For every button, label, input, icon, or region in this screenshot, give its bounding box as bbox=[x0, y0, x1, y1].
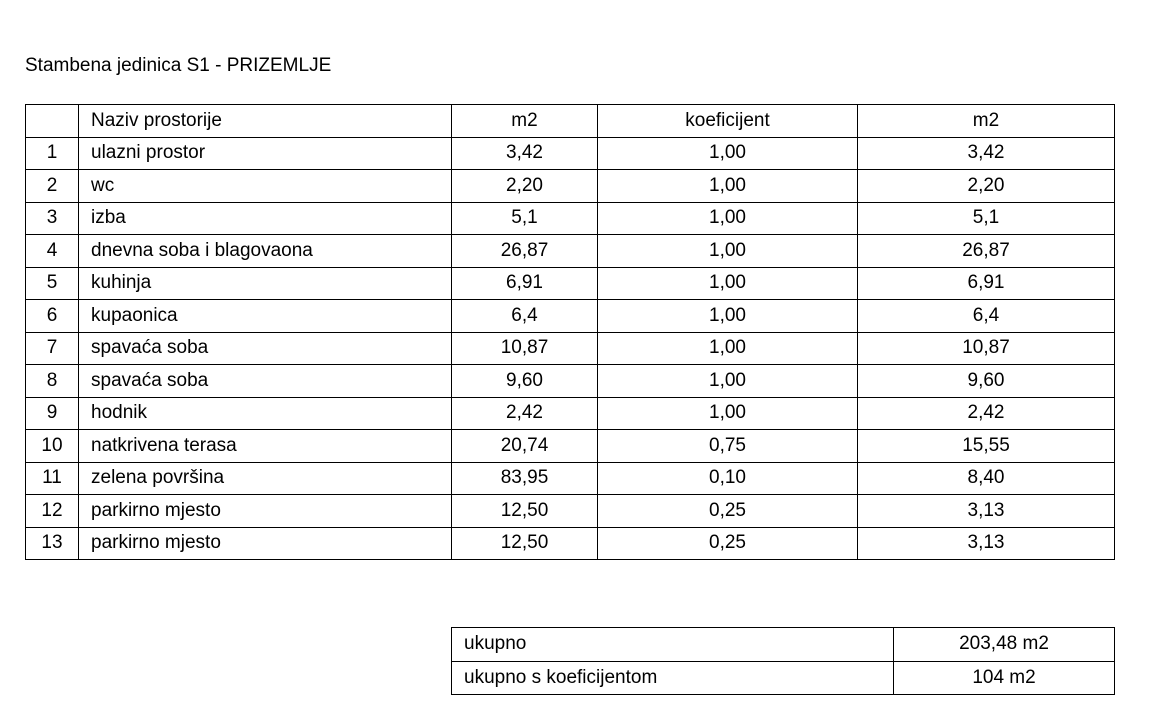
cell-weighted-area: 3,42 bbox=[857, 136, 1115, 170]
cell-coefficient: 0,25 bbox=[597, 494, 858, 528]
cell-coefficient: 1,00 bbox=[597, 396, 858, 430]
cell-area: 6,91 bbox=[451, 266, 598, 300]
cell-weighted-area: 6,91 bbox=[857, 266, 1115, 300]
cell-area: 12,50 bbox=[451, 494, 598, 528]
cell-weighted-area: 10,87 bbox=[857, 331, 1115, 365]
cell-room-name: wc bbox=[78, 169, 452, 203]
cell-area: 3,42 bbox=[451, 136, 598, 170]
cell-row-number: 13 bbox=[25, 526, 79, 560]
cell-room-name: izba bbox=[78, 201, 452, 235]
weighted-label: ukupno s koeficijentom bbox=[451, 660, 894, 695]
cell-row-number: 6 bbox=[25, 299, 79, 333]
cell-row-number: 12 bbox=[25, 494, 79, 528]
cell-room-name: ulazni prostor bbox=[78, 136, 452, 170]
cell-area: 12,50 bbox=[451, 526, 598, 560]
cell-weighted-area: 15,55 bbox=[857, 429, 1115, 463]
cell-coefficient: 1,00 bbox=[597, 299, 858, 333]
table-row: 9 hodnik 2,42 1,00 2,42 bbox=[25, 396, 1115, 430]
cell-weighted-area: 3,13 bbox=[857, 494, 1115, 528]
cell-area: 10,87 bbox=[451, 331, 598, 365]
cell-weighted-area: 6,4 bbox=[857, 299, 1115, 333]
table-row: 10 natkrivena terasa 20,74 0,75 15,55 bbox=[25, 429, 1115, 463]
total-value: 203,48 m2 bbox=[893, 627, 1115, 662]
cell-row-number: 8 bbox=[25, 364, 79, 398]
header-room-name: Naziv prostorije bbox=[78, 104, 452, 138]
cell-coefficient: 0,10 bbox=[597, 461, 858, 495]
cell-row-number: 2 bbox=[25, 169, 79, 203]
cell-room-name: kuhinja bbox=[78, 266, 452, 300]
cell-row-number: 5 bbox=[25, 266, 79, 300]
cell-weighted-area: 2,20 bbox=[857, 169, 1115, 203]
table-row: 13 parkirno mjesto 12,50 0,25 3,13 bbox=[25, 526, 1115, 560]
cell-coefficient: 1,00 bbox=[597, 169, 858, 203]
cell-area: 9,60 bbox=[451, 364, 598, 398]
cell-area: 83,95 bbox=[451, 461, 598, 495]
cell-row-number: 10 bbox=[25, 429, 79, 463]
cell-room-name: natkrivena terasa bbox=[78, 429, 452, 463]
cell-room-name: spavaća soba bbox=[78, 364, 452, 398]
weighted-value: 104 m2 bbox=[893, 660, 1115, 695]
table-row: 5 kuhinja 6,91 1,00 6,91 bbox=[25, 266, 1115, 300]
header-area: m2 bbox=[451, 104, 598, 138]
cell-room-name: kupaonica bbox=[78, 299, 452, 333]
table-row: 12 parkirno mjesto 12,50 0,25 3,13 bbox=[25, 494, 1115, 528]
cell-room-name: parkirno mjesto bbox=[78, 526, 452, 560]
header-row: Naziv prostorije m2 koeficijent m2 bbox=[25, 104, 1115, 138]
cell-area: 2,20 bbox=[451, 169, 598, 203]
cell-area: 5,1 bbox=[451, 201, 598, 235]
cell-weighted-area: 2,42 bbox=[857, 396, 1115, 430]
cell-coefficient: 1,00 bbox=[597, 266, 858, 300]
cell-row-number: 11 bbox=[25, 461, 79, 495]
total-label: ukupno bbox=[451, 627, 894, 662]
cell-area: 6,4 bbox=[451, 299, 598, 333]
cell-row-number: 7 bbox=[25, 331, 79, 365]
cell-coefficient: 0,75 bbox=[597, 429, 858, 463]
cell-weighted-area: 3,13 bbox=[857, 526, 1115, 560]
summary-row-total: ukupno 203,48 m2 bbox=[451, 627, 1115, 662]
cell-area: 20,74 bbox=[451, 429, 598, 463]
header-row-number bbox=[25, 104, 79, 138]
cell-coefficient: 1,00 bbox=[597, 136, 858, 170]
table-row: 7 spavaća soba 10,87 1,00 10,87 bbox=[25, 331, 1115, 365]
cell-coefficient: 1,00 bbox=[597, 234, 858, 268]
cell-weighted-area: 26,87 bbox=[857, 234, 1115, 268]
cell-room-name: spavaća soba bbox=[78, 331, 452, 365]
table-row: 11 zelena površina 83,95 0,10 8,40 bbox=[25, 461, 1115, 495]
cell-room-name: parkirno mjesto bbox=[78, 494, 452, 528]
cell-row-number: 9 bbox=[25, 396, 79, 430]
cell-room-name: dnevna soba i blagovaona bbox=[78, 234, 452, 268]
cell-room-name: zelena površina bbox=[78, 461, 452, 495]
cell-weighted-area: 8,40 bbox=[857, 461, 1115, 495]
table-row: 8 spavaća soba 9,60 1,00 9,60 bbox=[25, 364, 1115, 398]
cell-row-number: 3 bbox=[25, 201, 79, 235]
table-row: 6 kupaonica 6,4 1,00 6,4 bbox=[25, 299, 1115, 333]
document-title: Stambena jedinica S1 - PRIZEMLJE bbox=[25, 55, 332, 76]
table-row: 4 dnevna soba i blagovaona 26,87 1,00 26,87 bbox=[25, 234, 1115, 268]
cell-coefficient: 1,00 bbox=[597, 364, 858, 398]
cell-room-name: hodnik bbox=[78, 396, 452, 430]
table-row: 2 wc 2,20 1,00 2,20 bbox=[25, 169, 1115, 203]
cell-area: 2,42 bbox=[451, 396, 598, 430]
rooms-table: Naziv prostorije m2 koeficijent m2 1 ulazni p… bbox=[25, 104, 1115, 560]
cell-coefficient: 0,25 bbox=[597, 526, 858, 560]
cell-coefficient: 1,00 bbox=[597, 201, 858, 235]
table-row: 3 izba 5,1 1,00 5,1 bbox=[25, 201, 1115, 235]
table-row: 1 ulazni prostor 3,42 1,00 3,42 bbox=[25, 136, 1115, 170]
header-weighted-area: m2 bbox=[857, 104, 1115, 138]
cell-row-number: 1 bbox=[25, 136, 79, 170]
cell-weighted-area: 5,1 bbox=[857, 201, 1115, 235]
cell-weighted-area: 9,60 bbox=[857, 364, 1115, 398]
header-coefficient: koeficijent bbox=[597, 104, 858, 138]
summary-table: ukupno 203,48 m2 ukupno s koeficijentom … bbox=[451, 627, 1115, 695]
cell-row-number: 4 bbox=[25, 234, 79, 268]
cell-area: 26,87 bbox=[451, 234, 598, 268]
cell-coefficient: 1,00 bbox=[597, 331, 858, 365]
summary-row-weighted: ukupno s koeficijentom 104 m2 bbox=[451, 660, 1115, 695]
